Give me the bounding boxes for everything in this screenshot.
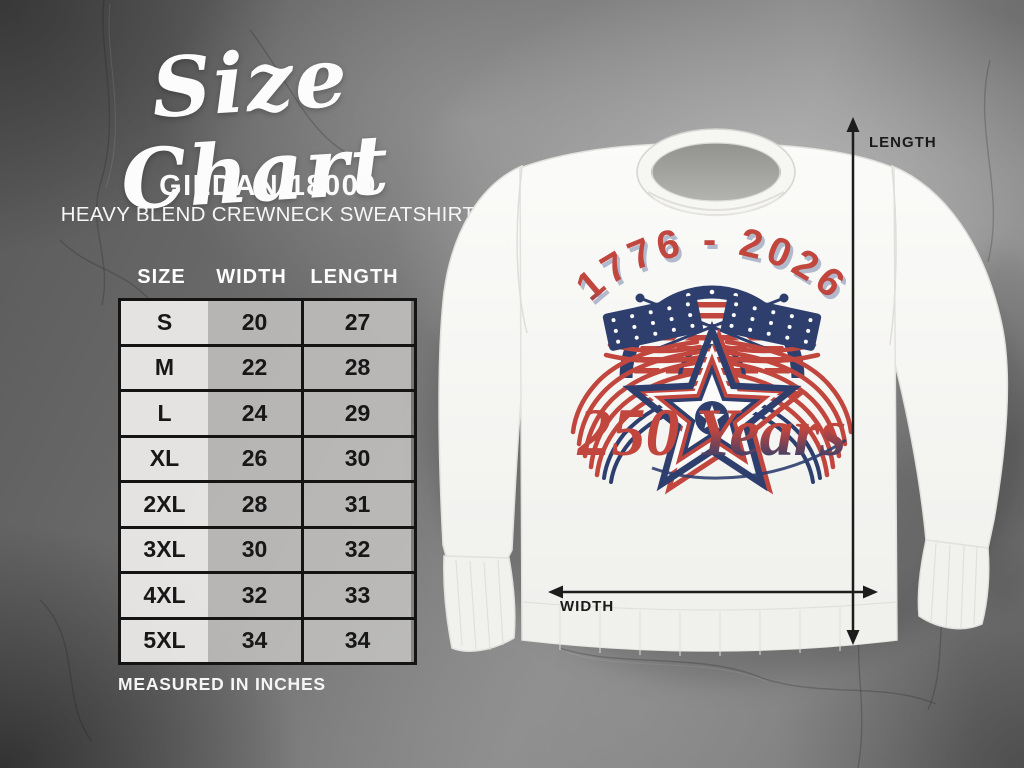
table-row: 2XL 28 31 [121, 483, 414, 529]
armhole-seam-left [516, 167, 528, 334]
table-row: XL 26 30 [121, 437, 414, 483]
column-header-size: SIZE [137, 266, 186, 288]
table-row: 5XL 34 34 [121, 619, 414, 662]
column-header-length: LENGTH [310, 266, 399, 288]
cell-length: 34 [301, 619, 411, 662]
cuff-ribs [455, 542, 978, 651]
size-table-header: SIZE WIDTH LENGTH [118, 266, 411, 289]
column-header-width: WIDTH [216, 266, 287, 288]
waistband [523, 600, 896, 651]
cell-length: 28 [301, 346, 411, 389]
script-swash [651, 438, 847, 480]
cell-width: 20 [208, 301, 301, 344]
cell-length: 33 [301, 574, 411, 617]
armhole-seam-right [889, 167, 897, 346]
collar [636, 128, 796, 217]
cell-width: 30 [208, 528, 301, 571]
cell-size: S [121, 301, 208, 344]
cell-size: M [121, 346, 208, 389]
width-arrow [548, 585, 878, 599]
design-star [622, 320, 807, 495]
units-footnote: MEASURED IN INCHES [118, 674, 326, 694]
cell-width: 22 [208, 346, 301, 389]
cell-width: 26 [208, 437, 301, 480]
cell-length: 27 [301, 301, 411, 344]
table-row: M 22 28 [121, 346, 414, 392]
cell-length: 29 [301, 392, 411, 435]
product-subtitle: HEAVY BLEND CREWNECK SWEATSHIRT [60, 203, 476, 226]
cell-size: 2XL [121, 483, 208, 526]
cell-size: 4XL [121, 574, 208, 617]
table-row: S 20 27 [121, 301, 414, 347]
table-row: L 24 29 [121, 392, 414, 438]
design-script-text: 250 Years [577, 394, 847, 470]
cell-width: 24 [208, 392, 301, 435]
length-label: LENGTH [869, 134, 937, 151]
table-row: 4XL 32 33 [121, 574, 414, 620]
cell-size: XL [121, 437, 208, 480]
shirt-sleeves [438, 164, 1009, 652]
table-row: 3XL 30 32 [121, 528, 414, 574]
length-arrow [846, 117, 860, 645]
cell-length: 32 [301, 528, 411, 571]
cell-width: 28 [208, 483, 301, 526]
width-label: WIDTH [560, 598, 614, 615]
cell-size: L [121, 392, 208, 435]
cell-size: 5XL [121, 619, 208, 662]
size-table: S 20 27 M 22 28 L 24 29 XL 26 30 2XL 28 … [118, 298, 417, 665]
cell-size: 3XL [121, 528, 208, 571]
cell-width: 32 [208, 574, 301, 617]
cell-length: 31 [301, 483, 411, 526]
cell-width: 34 [208, 619, 301, 662]
cell-length: 30 [301, 437, 411, 480]
product-name: GILDAN 18000 [159, 170, 377, 202]
